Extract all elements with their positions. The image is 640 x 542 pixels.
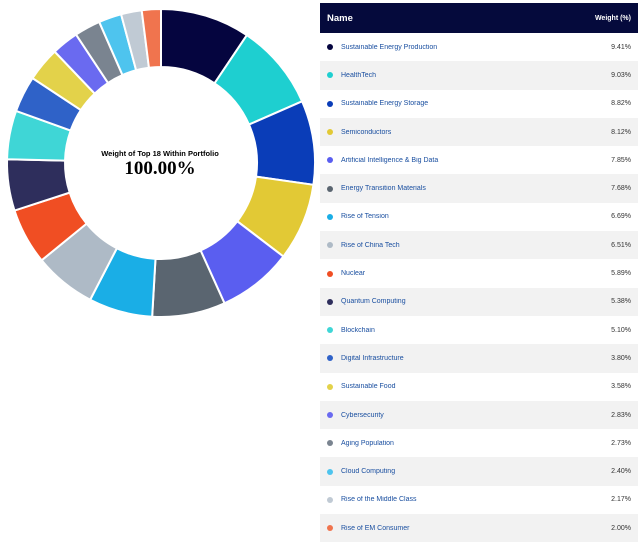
row-weight: 3.80% xyxy=(611,354,631,362)
donut-slice-rise-of-em-consumer[interactable] xyxy=(140,7,162,69)
table-row: Cybersecurity 2.83% xyxy=(320,400,638,430)
legend-color-dot xyxy=(327,100,333,107)
row-name-link[interactable]: Energy Transition Materials xyxy=(341,185,426,193)
donut-center-title: Weight of Top 18 Within Portfolio xyxy=(101,149,219,158)
row-name-link[interactable]: Cybersecurity xyxy=(341,411,384,419)
legend-color-dot xyxy=(327,270,333,277)
legend-color-dot xyxy=(327,129,333,136)
row-name-link[interactable]: Digital Infrastructure xyxy=(341,354,404,362)
row-weight: 2.17% xyxy=(611,496,631,504)
table-header: Name Weight (%) xyxy=(320,3,638,33)
row-weight: 2.73% xyxy=(611,439,631,447)
legend-color-dot xyxy=(327,525,333,532)
table-row: Rise of Tension 6.69% xyxy=(320,203,638,231)
legend-color-dot xyxy=(327,44,333,51)
row-name-link[interactable]: Rise of the Middle Class xyxy=(341,496,417,504)
row-name-link[interactable]: Sustainable Energy Storage xyxy=(341,100,429,108)
row-weight: 7.68% xyxy=(611,185,631,193)
row-weight: 2.83% xyxy=(611,411,631,419)
column-header-name[interactable]: Name xyxy=(327,12,353,24)
legend-color-dot xyxy=(327,327,333,334)
row-weight: 2.00% xyxy=(611,524,631,532)
legend-color-dot xyxy=(327,412,333,418)
row-name-link[interactable]: Cloud Computing xyxy=(341,468,396,476)
table-row: Energy Transition Materials 7.68% xyxy=(320,174,638,203)
table-row: Sustainable Energy Production 9.41% xyxy=(320,33,638,61)
legend-color-dot xyxy=(327,298,333,305)
row-weight: 9.41% xyxy=(611,43,631,51)
legend-color-dot xyxy=(327,355,333,362)
table-row: Rise of EM Consumer 2.00% xyxy=(320,514,638,542)
table-row: Sustainable Energy Storage 8.82% xyxy=(320,90,638,118)
table-row: Semiconductors 8.12% xyxy=(320,117,638,147)
row-name-link[interactable]: Sustainable Food xyxy=(341,383,396,391)
row-weight: 9.03% xyxy=(611,71,631,79)
row-weight: 6.69% xyxy=(611,213,631,221)
row-weight: 3.58% xyxy=(611,383,631,391)
table-row: Digital Infrastructure 3.80% xyxy=(320,344,638,373)
table-row: Aging Population 2.73% xyxy=(320,429,638,457)
row-weight: 5.38% xyxy=(611,298,631,306)
row-name-link[interactable]: Rise of Tension xyxy=(341,213,389,221)
row-name-link[interactable]: Artificial Intelligence & Big Data xyxy=(341,156,439,164)
row-name-link[interactable]: Aging Population xyxy=(341,439,394,447)
table-row: Blockchain 5.10% xyxy=(320,316,638,344)
legend-color-dot xyxy=(327,496,333,503)
table-row: Rise of China Tech 6.51% xyxy=(320,231,638,260)
row-weight: 6.51% xyxy=(611,241,631,249)
legend-color-dot xyxy=(327,213,333,220)
row-name-link[interactable]: Blockchain xyxy=(341,326,375,334)
table-row: Artificial Intelligence & Big Data 7.85% xyxy=(320,146,638,174)
donut-chart: Weight of Top 18 Within Portfolio 100.00… xyxy=(0,0,320,330)
table-row: Rise of the Middle Class 2.17% xyxy=(320,486,638,514)
row-name-link[interactable]: Rise of China Tech xyxy=(341,241,400,249)
legend-color-dot xyxy=(327,468,333,475)
row-weight: 5.89% xyxy=(611,270,631,278)
legend-color-dot xyxy=(327,157,333,164)
row-name-link[interactable]: Nuclear xyxy=(341,270,366,278)
table-row: HealthTech 9.03% xyxy=(320,61,638,90)
row-name-link[interactable]: HealthTech xyxy=(341,71,377,79)
row-name-link[interactable]: Semiconductors xyxy=(341,128,392,136)
legend-color-dot xyxy=(327,440,333,447)
legend-color-dot xyxy=(327,383,333,390)
row-weight: 5.10% xyxy=(611,326,631,334)
legend-color-dot xyxy=(327,242,333,249)
table-body: Sustainable Energy Production 9.41% Health… xyxy=(320,33,638,542)
holdings-table: Name Weight (%) Sustainable Energy Produ… xyxy=(320,3,638,542)
legend-color-dot xyxy=(327,72,333,79)
table-row: Cloud Computing 2.40% xyxy=(320,457,638,486)
donut-svg xyxy=(6,7,316,318)
row-weight: 8.82% xyxy=(611,100,631,108)
row-weight: 8.12% xyxy=(611,128,631,136)
legend-color-dot xyxy=(327,185,333,192)
table-row: Quantum Computing 5.38% xyxy=(320,287,638,316)
row-weight: 2.40% xyxy=(611,468,631,476)
row-name-link[interactable]: Rise of EM Consumer xyxy=(341,524,410,532)
table-row: Nuclear 5.89% xyxy=(320,259,638,287)
table-row: Sustainable Food 3.58% xyxy=(320,373,638,401)
row-name-link[interactable]: Sustainable Energy Production xyxy=(341,43,438,51)
donut-center-value: 100.00% xyxy=(124,158,196,179)
column-header-weight[interactable]: Weight (%) xyxy=(594,14,631,22)
row-name-link[interactable]: Quantum Computing xyxy=(341,298,406,306)
row-weight: 7.85% xyxy=(611,156,631,164)
